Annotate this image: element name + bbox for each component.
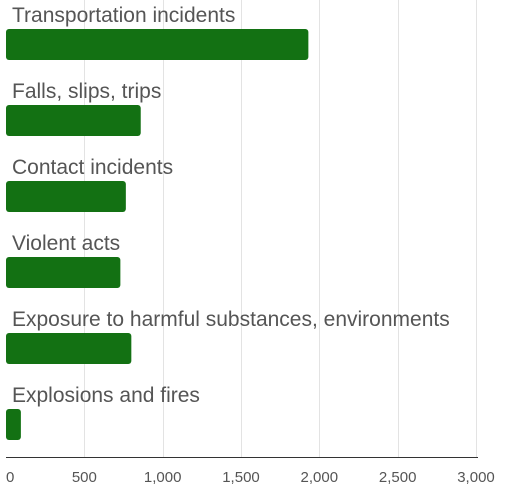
bar bbox=[6, 105, 141, 136]
category-label: Explosions and fires bbox=[12, 384, 200, 407]
category-label: Exposure to harmful substances, environm… bbox=[12, 308, 450, 331]
bars bbox=[6, 29, 309, 440]
x-tick-label: 2,000 bbox=[301, 469, 339, 486]
bar bbox=[6, 409, 21, 440]
gridlines bbox=[84, 0, 477, 457]
bar bbox=[6, 29, 309, 60]
x-tick-label: 0 bbox=[6, 469, 14, 486]
x-tick-label: 2,500 bbox=[379, 469, 417, 486]
x-tick-label: 1,500 bbox=[222, 469, 260, 486]
bar bbox=[6, 181, 126, 212]
bar bbox=[6, 257, 121, 288]
x-tick-label: 500 bbox=[72, 469, 97, 486]
category-label: Violent acts bbox=[12, 232, 120, 255]
category-label: Falls, slips, trips bbox=[12, 80, 161, 103]
category-labels: Transportation incidents Falls, slips, tr… bbox=[12, 4, 450, 407]
x-tick-label: 3,000 bbox=[457, 469, 495, 486]
category-label: Transportation incidents bbox=[12, 4, 235, 27]
bar bbox=[6, 333, 132, 364]
x-tick-labels: 0 500 1,000 1,500 2,000 2,500 3,000 bbox=[6, 469, 495, 486]
x-tick-label: 1,000 bbox=[144, 469, 182, 486]
category-label: Contact incidents bbox=[12, 156, 173, 179]
